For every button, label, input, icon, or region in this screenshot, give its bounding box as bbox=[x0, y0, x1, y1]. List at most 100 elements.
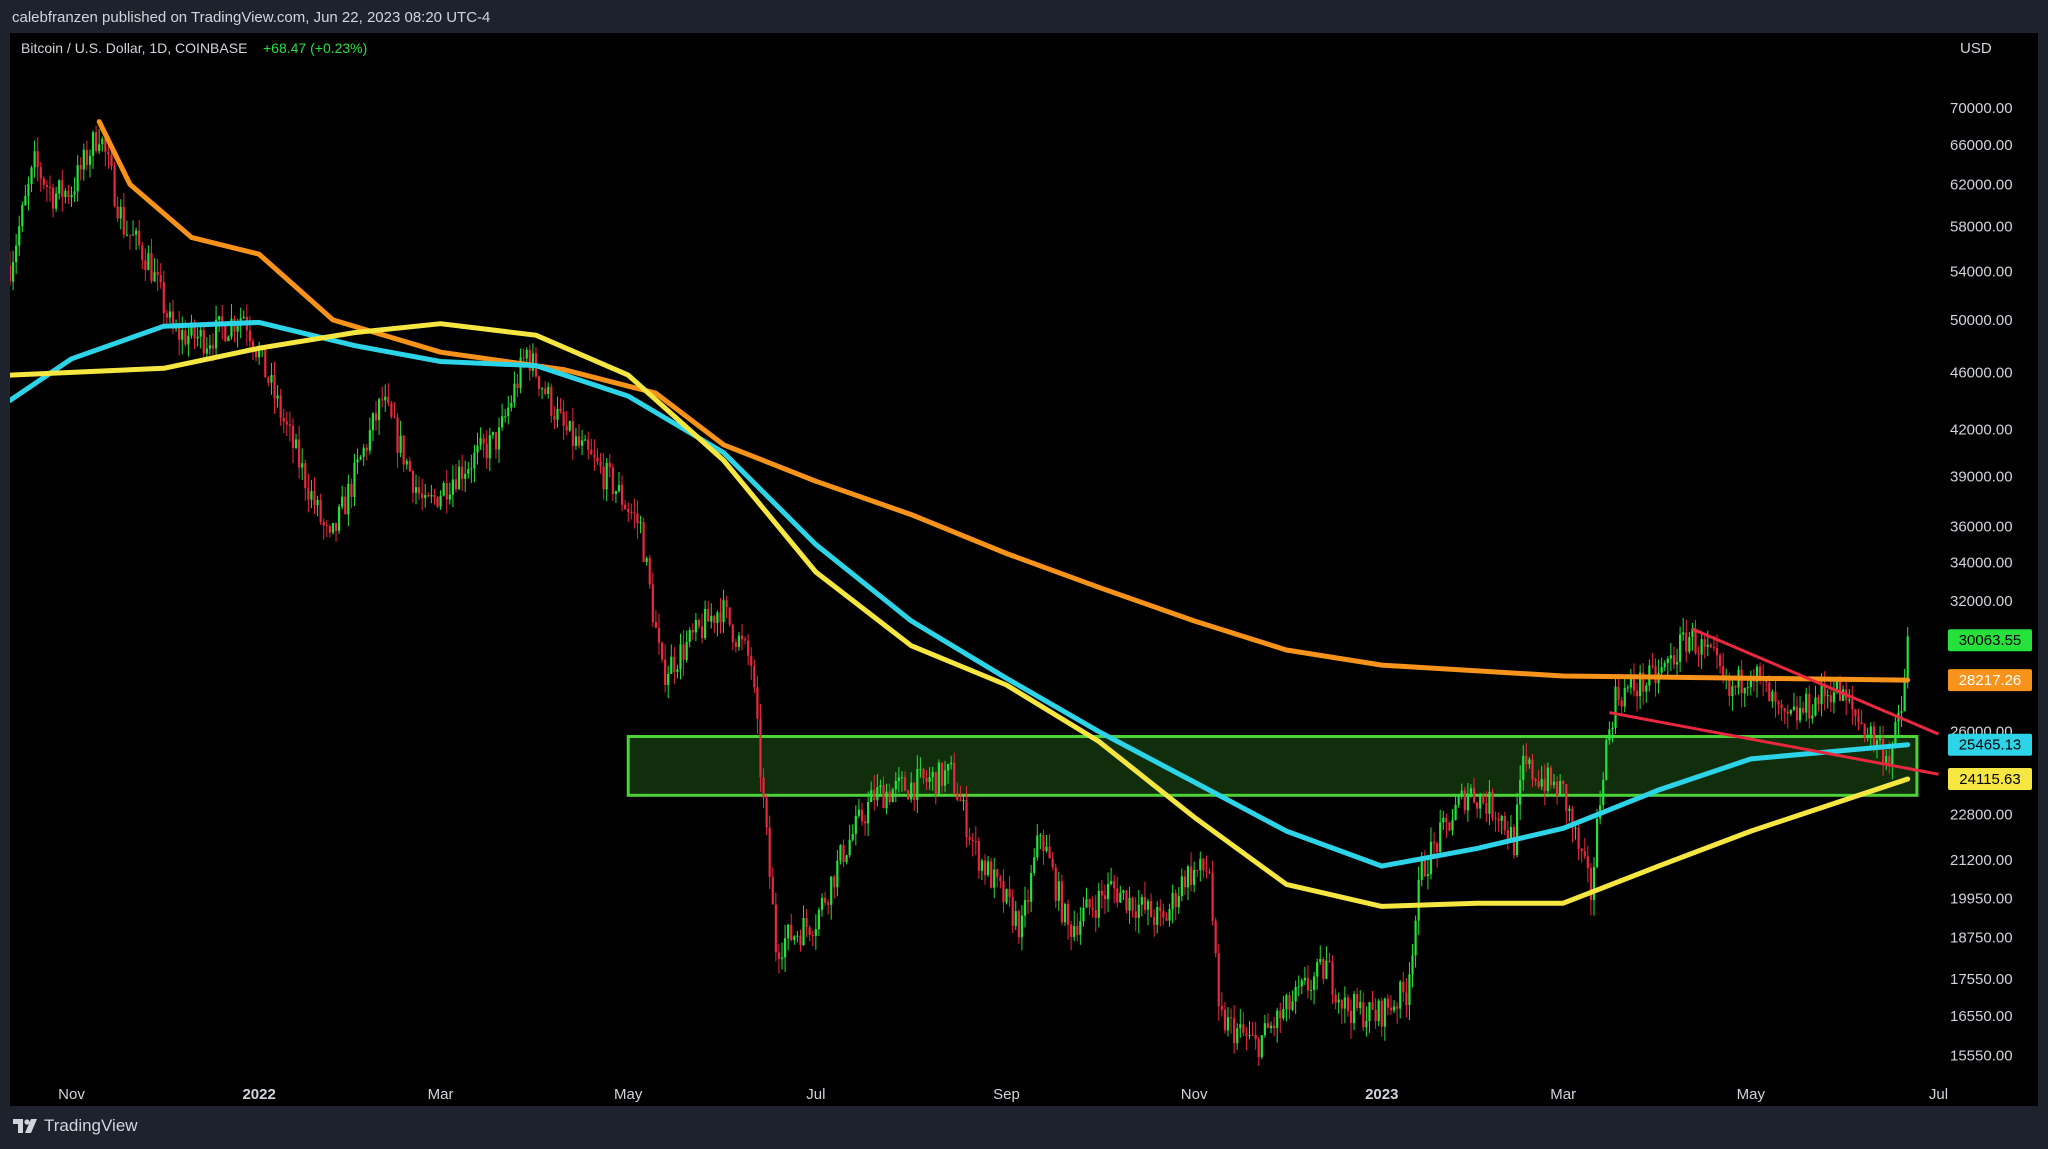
candle-body bbox=[1466, 793, 1469, 811]
candle-body bbox=[571, 421, 574, 447]
candle-body bbox=[1359, 1001, 1362, 1009]
candle-body bbox=[1672, 655, 1676, 665]
candle-body bbox=[780, 957, 784, 959]
candle-body bbox=[1472, 788, 1476, 803]
candle-body bbox=[762, 777, 765, 798]
price-tick-label: 50000.00 bbox=[1950, 312, 2013, 329]
candle-body bbox=[334, 522, 338, 531]
currency-label: USD bbox=[1960, 40, 1992, 57]
candle-body bbox=[479, 438, 482, 446]
candle-body bbox=[722, 600, 725, 623]
candle-body bbox=[1276, 1010, 1279, 1029]
candle-body bbox=[15, 245, 18, 263]
candle-body bbox=[61, 180, 64, 198]
candle-body bbox=[885, 791, 888, 809]
candle-body bbox=[1623, 687, 1626, 707]
candle-body bbox=[236, 325, 239, 332]
candle-body bbox=[1122, 890, 1125, 893]
candle-body bbox=[1048, 846, 1051, 859]
candle-body bbox=[18, 226, 21, 246]
price-tick-label: 18750.00 bbox=[1950, 929, 2013, 946]
candle-body bbox=[1196, 869, 1199, 871]
candle-body bbox=[839, 845, 842, 861]
candle-body bbox=[854, 815, 857, 835]
candle-body bbox=[1580, 848, 1583, 852]
candle-body bbox=[827, 902, 830, 905]
candle-body bbox=[1159, 907, 1162, 912]
price-tick-label: 70000.00 bbox=[1950, 100, 2013, 117]
candle-body bbox=[1703, 639, 1706, 647]
candle-body bbox=[1331, 962, 1334, 995]
candle-body bbox=[1715, 647, 1719, 656]
candle-body bbox=[814, 929, 817, 936]
candle-body bbox=[153, 272, 156, 282]
candle-body bbox=[1100, 890, 1103, 896]
chart-frame[interactable]: 70000.00 66000.00 62000.00 58000.00 54000.00… bbox=[10, 33, 2038, 1106]
price-chart[interactable]: 70000.00 66000.00 62000.00 58000.00 54000.00… bbox=[10, 33, 2038, 1106]
candle-body bbox=[1728, 677, 1731, 697]
support-zone bbox=[626, 735, 1919, 797]
candle-body bbox=[1795, 706, 1799, 721]
candle-body bbox=[968, 837, 971, 840]
candle-body bbox=[1017, 911, 1020, 938]
candle-body bbox=[820, 897, 824, 910]
candle-body bbox=[922, 768, 925, 779]
candle-body bbox=[1451, 819, 1454, 831]
candle-body bbox=[540, 388, 544, 390]
tradingview-logo[interactable]: TradingView bbox=[12, 1116, 138, 1136]
candle-body bbox=[1777, 702, 1780, 705]
candle-body bbox=[270, 374, 273, 383]
candle-body bbox=[608, 462, 611, 468]
candle-body bbox=[178, 326, 181, 340]
candle-body bbox=[894, 780, 897, 790]
candle-body bbox=[1036, 835, 1039, 858]
candle-body bbox=[1482, 795, 1485, 804]
candle-body bbox=[1835, 680, 1839, 693]
candle-body bbox=[559, 408, 562, 412]
candle-body bbox=[537, 376, 541, 389]
candle-body bbox=[734, 642, 737, 647]
candle-body bbox=[1620, 700, 1623, 707]
candle-body bbox=[974, 841, 977, 843]
candle-body bbox=[285, 421, 288, 425]
candle-body bbox=[953, 762, 956, 794]
candle-body bbox=[830, 876, 833, 905]
candle-body bbox=[1334, 994, 1337, 1003]
candle-body bbox=[36, 151, 39, 168]
candle-body bbox=[1694, 628, 1697, 654]
candle-body bbox=[550, 386, 553, 416]
candle-body bbox=[328, 526, 331, 533]
candle-body bbox=[1718, 655, 1722, 667]
moving-averages-layer bbox=[10, 119, 1911, 909]
candle-body bbox=[1285, 995, 1288, 1009]
candle-body bbox=[753, 665, 756, 688]
candle-body bbox=[719, 612, 722, 623]
candle-body bbox=[842, 845, 845, 862]
candle-body bbox=[1531, 759, 1534, 779]
candle-body bbox=[1448, 822, 1451, 831]
candle-body bbox=[322, 521, 325, 526]
candle-body bbox=[1592, 867, 1596, 900]
candle-body bbox=[24, 195, 27, 206]
candle-body bbox=[1811, 715, 1814, 719]
candle-body bbox=[1820, 683, 1823, 705]
candle-body bbox=[1352, 994, 1356, 1023]
candle-body bbox=[907, 790, 910, 800]
candle-body bbox=[891, 789, 894, 803]
candle-body bbox=[368, 430, 371, 451]
candle-body bbox=[1734, 686, 1737, 688]
candle-body bbox=[1423, 856, 1426, 877]
candle-body bbox=[1605, 740, 1608, 780]
candle-body bbox=[950, 762, 953, 765]
candle-body bbox=[359, 456, 362, 460]
candle-body bbox=[365, 447, 368, 451]
candle-body bbox=[282, 417, 285, 422]
candle-body bbox=[1798, 707, 1802, 721]
candle-body bbox=[181, 330, 184, 340]
candle-body bbox=[436, 497, 439, 507]
moving-average-line-2 bbox=[10, 319, 1911, 869]
candle-body bbox=[298, 439, 301, 468]
candle-body bbox=[1746, 687, 1749, 689]
time-tick-label: Sep bbox=[993, 1086, 1020, 1103]
price-tag-value: 25465.13 bbox=[1959, 737, 2022, 754]
